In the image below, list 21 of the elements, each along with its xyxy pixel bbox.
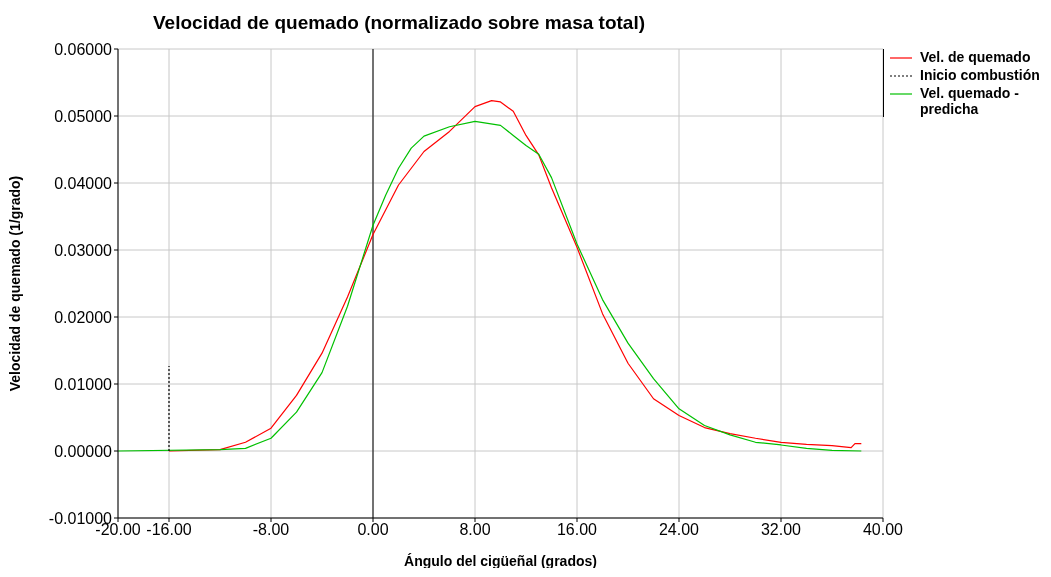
x-tick-label: 16.00 (556, 521, 598, 539)
x-tick-label: 0.00 (357, 521, 389, 539)
x-tick-label: 32.00 (760, 521, 802, 539)
x-tick-label: -16.00 (146, 521, 192, 539)
legend-label: Vel. quemado - predicha (920, 85, 1020, 117)
y-tick-label: 0.00000 (54, 442, 113, 460)
y-tick-label: 0.03000 (54, 241, 113, 259)
chart-title: Velocidad de quemado (normalizado sobre masa total) (152, 11, 646, 35)
y-tick-label: 0.04000 (54, 174, 113, 192)
x-tick-label: 24.00 (658, 521, 700, 539)
y-tick-label: 0.05000 (54, 107, 113, 125)
y-axis-title: Velocidad de quemado (1/grado) (6, 175, 23, 392)
legend-label: Inicio combustión (920, 67, 1040, 83)
x-tick-label: 8.00 (459, 521, 491, 539)
x-tick-label: 40.00 (862, 521, 904, 539)
y-tick-label: 0.02000 (54, 308, 113, 326)
y-tick-label: 0.01000 (54, 375, 113, 393)
y-tick-label: 0.06000 (54, 40, 113, 58)
legend-label: Vel. de quemado (920, 49, 1031, 65)
x-axis-title: Ángulo del cigüeñal (grados) (404, 553, 597, 569)
x-tick-label: -8.00 (252, 521, 290, 539)
